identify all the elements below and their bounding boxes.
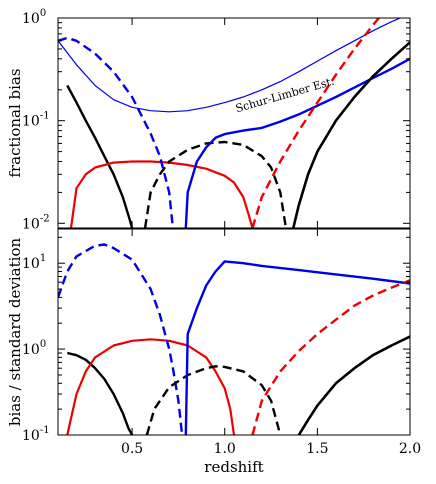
top-series-line-4 bbox=[143, 140, 288, 228]
top-y-tick-labels: 10-2 10-1 100 bbox=[22, 8, 50, 232]
top-y-axis-title: fractional bias bbox=[6, 68, 24, 177]
top-series-line-3 bbox=[58, 36, 175, 228]
bottom-panel-frame bbox=[57, 228, 411, 436]
x-tick-label: 1.0 bbox=[214, 441, 236, 457]
top-series-line-0 bbox=[58, 18, 402, 113]
bottom-y-tick-labels: 10-1 100 101 bbox=[22, 253, 50, 444]
top-ticks bbox=[58, 17, 411, 229]
bottom-panel: 10-1 100 101 0.5 1.0 1.5 2.0 bias / standard … bbox=[6, 228, 421, 476]
x-tick-labels: 0.5 1.0 1.5 2.0 bbox=[121, 441, 421, 457]
x-tick-label: 0.5 bbox=[121, 441, 143, 457]
top-series-line-6 bbox=[251, 18, 381, 228]
bottom-series-line-5 bbox=[251, 279, 410, 435]
top-y-tick-label: 10-1 bbox=[22, 111, 50, 130]
bottom-series-line-4 bbox=[184, 260, 410, 435]
top-series-line-1 bbox=[66, 84, 134, 228]
bottom-series-line-0 bbox=[67, 351, 134, 435]
top-series bbox=[58, 18, 410, 228]
bottom-series-line-6 bbox=[297, 335, 410, 435]
top-panel-frame bbox=[57, 17, 411, 229]
x-tick-label: 2.0 bbox=[399, 441, 421, 457]
bottom-y-tick-label: 10-1 bbox=[22, 425, 50, 444]
top-series-line-5 bbox=[184, 57, 410, 228]
bottom-series-line-3 bbox=[145, 365, 282, 435]
bottom-series-line-1 bbox=[66, 338, 236, 435]
top-series-line-7 bbox=[292, 41, 410, 228]
top-y-tick-label: 100 bbox=[22, 8, 46, 27]
bottom-series bbox=[58, 243, 410, 435]
bottom-y-axis-title: bias / standard deviation bbox=[6, 238, 24, 427]
bottom-series-line-2 bbox=[58, 243, 184, 435]
bottom-y-tick-label: 101 bbox=[22, 253, 46, 272]
x-tick-label: 1.5 bbox=[306, 441, 328, 457]
x-axis-title: redshift bbox=[204, 458, 263, 476]
bottom-ticks bbox=[58, 229, 411, 436]
bottom-y-tick-label: 100 bbox=[22, 339, 46, 358]
top-y-tick-label: 10-2 bbox=[22, 213, 50, 232]
